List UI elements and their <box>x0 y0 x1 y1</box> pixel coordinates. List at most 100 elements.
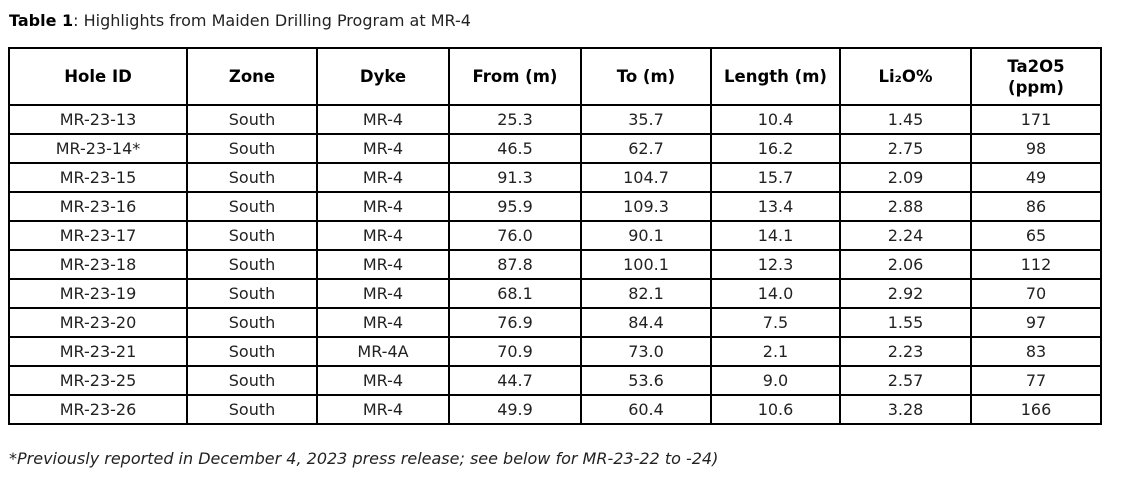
table-cell: 25.3 <box>448 104 582 135</box>
table-cell: 60.4 <box>580 394 712 425</box>
table-cell: 9.0 <box>710 365 841 396</box>
table-cell: 84.4 <box>580 307 712 338</box>
table-cell: 16.2 <box>710 133 841 164</box>
table-cell: 100.1 <box>580 249 712 280</box>
table-cell: MR-4 <box>316 133 450 164</box>
table-cell: 53.6 <box>580 365 712 396</box>
table-cell: MR-4 <box>316 394 450 425</box>
table-cell: MR-23-25 <box>8 365 188 396</box>
table-cell: 49.9 <box>448 394 582 425</box>
table-cell: 12.3 <box>710 249 841 280</box>
table-row: MR-23-20 South MR-4 76.9 84.4 7.5 1.55 97 <box>8 307 1102 338</box>
table-cell: South <box>186 365 318 396</box>
table-cell: South <box>186 249 318 280</box>
table-cell: MR-23-26 <box>8 394 188 425</box>
table-cell: MR-23-20 <box>8 307 188 338</box>
table-cell: MR-23-19 <box>8 278 188 309</box>
table-cell: 112 <box>970 249 1102 280</box>
table-caption: Table 1: Highlights from Maiden Drilling… <box>9 10 1125 32</box>
table-cell: MR-4 <box>316 220 450 251</box>
table-cell: MR-4A <box>316 336 450 367</box>
table-cell: 62.7 <box>580 133 712 164</box>
table-cell: 166 <box>970 394 1102 425</box>
column-header: Ta2O5 (ppm) <box>970 47 1102 106</box>
table-cell: 171 <box>970 104 1102 135</box>
column-header: Hole ID <box>8 47 188 106</box>
table-cell: 91.3 <box>448 162 582 193</box>
table-cell: South <box>186 336 318 367</box>
table-cell: 65 <box>970 220 1102 251</box>
table-cell: 7.5 <box>710 307 841 338</box>
table-cell: MR-23-17 <box>8 220 188 251</box>
table-cell: 2.57 <box>839 365 972 396</box>
table-cell: 104.7 <box>580 162 712 193</box>
table-cell: MR-4 <box>316 278 450 309</box>
table-cell: 109.3 <box>580 191 712 222</box>
page: Table 1: Highlights from Maiden Drilling… <box>8 10 1125 468</box>
table-cell: 44.7 <box>448 365 582 396</box>
table-cell: 70.9 <box>448 336 582 367</box>
table-cell: MR-4 <box>316 191 450 222</box>
table-cell: MR-4 <box>316 162 450 193</box>
column-header: Dyke <box>316 47 450 106</box>
table-row: MR-23-17 South MR-4 76.0 90.1 14.1 2.24 65 <box>8 220 1102 251</box>
table-cell: South <box>186 394 318 425</box>
table-cell: 15.7 <box>710 162 841 193</box>
table-cell: 90.1 <box>580 220 712 251</box>
table-cell: MR-23-13 <box>8 104 188 135</box>
table-cell: 14.0 <box>710 278 841 309</box>
table-cell: MR-23-15 <box>8 162 188 193</box>
column-header: Zone <box>186 47 318 106</box>
table-row: MR-23-25 South MR-4 44.7 53.6 9.0 2.57 77 <box>8 365 1102 396</box>
table-cell: 3.28 <box>839 394 972 425</box>
table-row: MR-23-15 South MR-4 91.3 104.7 15.7 2.09 49 <box>8 162 1102 193</box>
table-cell: South <box>186 278 318 309</box>
table-cell: 2.23 <box>839 336 972 367</box>
table-caption-label: Table 1 <box>9 11 74 30</box>
table-cell: 77 <box>970 365 1102 396</box>
table-cell: 49 <box>970 162 1102 193</box>
column-header: From (m) <box>448 47 582 106</box>
table-cell: 2.75 <box>839 133 972 164</box>
table-caption-text: : Highlights from Maiden Drilling Progra… <box>73 11 471 30</box>
table-row: MR-23-26 South MR-4 49.9 60.4 10.6 3.28 166 <box>8 394 1102 425</box>
table-cell: MR-4 <box>316 365 450 396</box>
table-cell: MR-23-21 <box>8 336 188 367</box>
table-cell: South <box>186 162 318 193</box>
table-cell: 95.9 <box>448 191 582 222</box>
table-cell: South <box>186 104 318 135</box>
table-cell: 98 <box>970 133 1102 164</box>
table-cell: 73.0 <box>580 336 712 367</box>
table-cell: MR-23-16 <box>8 191 188 222</box>
table-cell: 97 <box>970 307 1102 338</box>
table-row: MR-23-14* South MR-4 46.5 62.7 16.2 2.75 98 <box>8 133 1102 164</box>
footnote: *Previously reported in December 4, 2023… <box>9 449 719 468</box>
table-cell: 82.1 <box>580 278 712 309</box>
table-cell: 2.06 <box>839 249 972 280</box>
table-cell: 35.7 <box>580 104 712 135</box>
table-cell: 10.4 <box>710 104 841 135</box>
table-cell: 76.9 <box>448 307 582 338</box>
table-cell: 2.92 <box>839 278 972 309</box>
table-cell: 83 <box>970 336 1102 367</box>
table-header-row: Hole ID Zone Dyke From (m) To (m) Length (m) L… <box>8 47 1102 106</box>
table-cell: MR-4 <box>316 104 450 135</box>
table-cell: 68.1 <box>448 278 582 309</box>
table-cell: 1.55 <box>839 307 972 338</box>
table-cell: 13.4 <box>710 191 841 222</box>
drill-results-table: Hole ID Zone Dyke From (m) To (m) Length (m) L… <box>8 47 1102 425</box>
table-cell: South <box>186 191 318 222</box>
table-cell: MR-23-14* <box>8 133 188 164</box>
table-cell: 2.09 <box>839 162 972 193</box>
table-cell: 46.5 <box>448 133 582 164</box>
column-header: Li₂O% <box>839 47 972 106</box>
table-cell: MR-4 <box>316 307 450 338</box>
table-cell: South <box>186 220 318 251</box>
table-cell: South <box>186 133 318 164</box>
column-header: Length (m) <box>710 47 841 106</box>
table-cell: 10.6 <box>710 394 841 425</box>
table-cell: 2.1 <box>710 336 841 367</box>
table-cell: 14.1 <box>710 220 841 251</box>
table-row: MR-23-19 South MR-4 68.1 82.1 14.0 2.92 70 <box>8 278 1102 309</box>
table-cell: 76.0 <box>448 220 582 251</box>
